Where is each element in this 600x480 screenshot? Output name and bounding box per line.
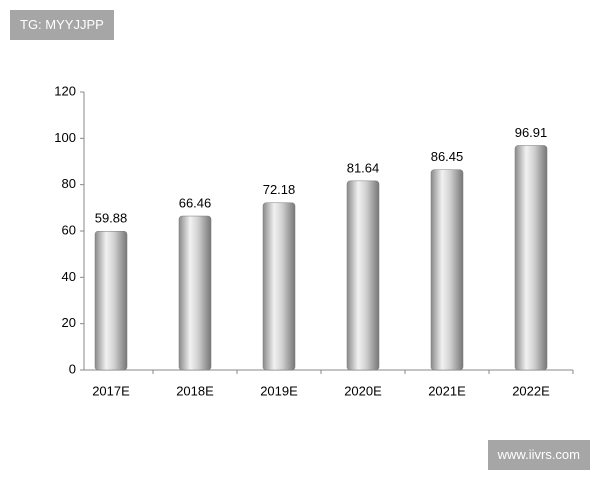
bar: [94, 231, 128, 371]
bar: [178, 215, 212, 371]
y-tick-label: 20: [62, 315, 76, 330]
data-label: 66.46: [179, 195, 212, 210]
y-tick-label: 120: [54, 83, 76, 98]
x-tick-label: 2022E: [512, 383, 550, 398]
data-label: 72.18: [263, 182, 296, 197]
y-tick-label: 100: [54, 130, 76, 145]
x-tick-label: 2021E: [428, 383, 466, 398]
data-label: 59.88: [95, 211, 128, 226]
top-badge: TG: MYYJJPP: [10, 10, 114, 40]
x-tick-label: 2020E: [344, 383, 382, 398]
x-tick-label: 2019E: [260, 383, 298, 398]
data-label: 86.45: [431, 149, 464, 164]
y-tick-label: 40: [62, 269, 76, 284]
x-tick-label: 2018E: [176, 383, 214, 398]
bar: [262, 202, 296, 371]
data-label: 81.64: [347, 160, 380, 175]
y-tick-label: 80: [62, 176, 76, 191]
bar: [514, 145, 548, 371]
data-label: 96.91: [515, 125, 548, 140]
bar: [346, 180, 380, 371]
y-tick-label: 0: [69, 361, 76, 376]
x-tick-label: 2017E: [92, 383, 130, 398]
bar: [430, 169, 464, 371]
bottom-badge: www.iivrs.com: [487, 440, 590, 470]
y-tick-label: 60: [62, 222, 76, 237]
